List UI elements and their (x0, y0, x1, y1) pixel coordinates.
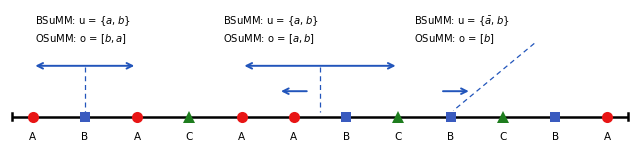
Text: OSuMM: o = $[a, b]$: OSuMM: o = $[a, b]$ (223, 32, 315, 46)
Text: C: C (499, 132, 507, 143)
Text: OSuMM: o = $[b]$: OSuMM: o = $[b]$ (414, 32, 495, 46)
Text: C: C (186, 132, 193, 143)
Text: BSuMM: u = $\{a, b\}$: BSuMM: u = $\{a, b\}$ (35, 14, 131, 28)
Text: B: B (447, 132, 454, 143)
Text: BSuMM: u = $\{\bar{a}, b\}$: BSuMM: u = $\{\bar{a}, b\}$ (414, 14, 509, 28)
Text: BSuMM: u = $\{a, b\}$: BSuMM: u = $\{a, b\}$ (223, 14, 319, 28)
Text: A: A (291, 132, 298, 143)
Text: A: A (134, 132, 141, 143)
Text: OSuMM: o = $[b, a]$: OSuMM: o = $[b, a]$ (35, 32, 127, 46)
Text: A: A (29, 132, 36, 143)
Text: B: B (552, 132, 559, 143)
Text: C: C (395, 132, 402, 143)
Text: A: A (604, 132, 611, 143)
Text: A: A (238, 132, 245, 143)
Text: B: B (342, 132, 349, 143)
Text: B: B (81, 132, 88, 143)
